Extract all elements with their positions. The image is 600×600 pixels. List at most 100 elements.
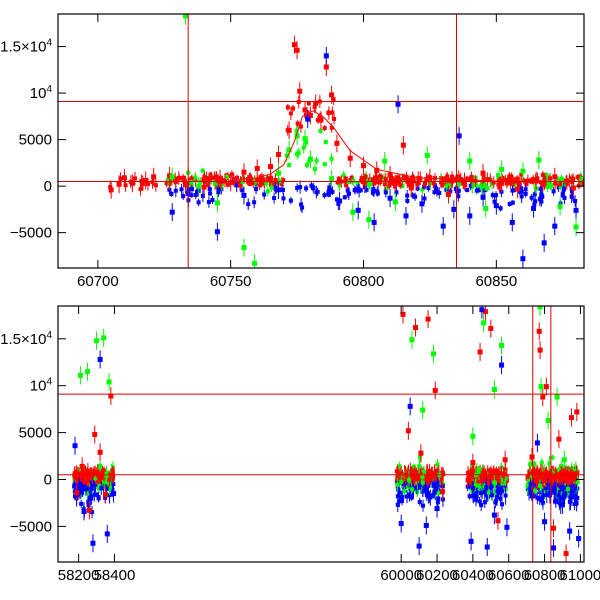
data-point-marker: [95, 483, 100, 488]
data-point-marker: [329, 125, 334, 130]
blue-data-point: [398, 521, 404, 527]
data-point-marker: [546, 488, 551, 493]
red-data-point: [294, 47, 300, 53]
data-point-marker: [304, 112, 309, 117]
red-data-point: [275, 151, 281, 157]
data-point-marker: [496, 172, 501, 177]
data-point-marker: [494, 468, 499, 473]
blue-data-point: [90, 540, 96, 546]
data-point-marker: [208, 191, 213, 196]
green-data-point: [214, 200, 220, 206]
green-data-point: [536, 157, 542, 163]
red-data-point: [425, 316, 431, 322]
red-data-point: [551, 525, 557, 531]
data-point-marker: [417, 454, 422, 459]
data-point-marker: [346, 191, 351, 196]
blue-data-point: [305, 116, 311, 122]
data-point-marker: [108, 484, 113, 489]
data-point-marker: [311, 185, 316, 190]
data-point-marker: [521, 178, 526, 183]
data-point-marker: [426, 479, 431, 484]
data-point-marker: [287, 163, 292, 168]
red-data-point: [97, 449, 103, 455]
data-point-marker: [295, 121, 300, 126]
data-point-marker: [94, 492, 99, 497]
data-point-marker: [471, 477, 476, 482]
data-point-marker: [193, 193, 198, 198]
green-data-point: [77, 372, 83, 378]
blue-data-point: [72, 443, 78, 449]
data-point-marker: [465, 176, 470, 181]
data-point-marker: [474, 494, 479, 499]
red-data-point: [116, 181, 122, 187]
data-point-marker: [98, 475, 103, 480]
green-data-point: [286, 147, 292, 153]
y-tick-label: −5000: [10, 518, 52, 535]
data-point-marker: [498, 206, 503, 211]
data-point-marker: [288, 198, 293, 203]
data-point-marker: [565, 474, 570, 479]
data-point-marker: [225, 182, 230, 187]
data-point-marker: [420, 503, 425, 508]
red-data-point: [529, 454, 535, 460]
data-point-marker: [328, 186, 333, 191]
data-point-marker: [314, 158, 319, 163]
red-data-point: [470, 460, 476, 466]
data-point-marker: [474, 188, 479, 193]
data-point-marker: [72, 471, 77, 476]
data-point-marker: [537, 197, 542, 202]
data-point-marker: [405, 198, 410, 203]
x-tick-label: 60700: [77, 273, 119, 290]
data-point-marker: [104, 471, 109, 476]
data-point-marker: [83, 485, 88, 490]
model-curve: [230, 110, 577, 182]
data-point-marker: [528, 462, 533, 467]
data-point-marker: [90, 474, 95, 479]
data-point-marker: [351, 178, 356, 183]
data-point-marker: [96, 495, 101, 500]
data-point-marker: [300, 205, 305, 210]
data-point-marker: [489, 473, 494, 478]
data-point-marker: [436, 490, 441, 495]
data-point-marker: [527, 485, 532, 490]
data-point-marker: [397, 178, 402, 183]
data-point-marker: [490, 483, 495, 488]
data-point-marker: [458, 178, 463, 183]
data-point-marker: [92, 484, 97, 489]
data-point-marker: [486, 478, 491, 483]
data-point-marker: [401, 482, 406, 487]
red-data-point: [217, 176, 223, 182]
data-point-marker: [487, 468, 492, 473]
red-data-point: [499, 180, 505, 186]
data-point-marker: [181, 175, 186, 180]
data-point-marker: [322, 126, 327, 131]
red-data-point: [102, 491, 108, 497]
data-point-marker: [186, 181, 191, 186]
data-point-marker: [423, 474, 428, 479]
red-data-point: [86, 507, 92, 513]
data-point-marker: [523, 187, 528, 192]
data-point-marker: [432, 470, 437, 475]
data-point-marker: [528, 482, 533, 487]
data-point-marker: [400, 184, 405, 189]
data-point-marker: [560, 191, 565, 196]
data-point-marker: [87, 474, 92, 479]
data-point-marker: [254, 187, 259, 192]
data-point-marker: [532, 461, 537, 466]
data-point-marker: [495, 494, 500, 499]
data-point-marker: [533, 482, 538, 487]
data-point-marker: [179, 187, 184, 192]
data-point-marker: [408, 177, 413, 182]
data-point-marker: [420, 480, 425, 485]
green-data-point: [382, 158, 388, 164]
data-point-marker: [383, 177, 388, 182]
data-point-marker: [409, 495, 414, 500]
data-point-marker: [538, 186, 543, 191]
data-point-marker: [262, 192, 267, 197]
data-point-marker: [497, 482, 502, 487]
data-point-marker: [432, 474, 437, 479]
data-point-marker: [518, 186, 523, 191]
data-point-marker: [79, 501, 84, 506]
data-point-marker: [524, 182, 529, 187]
data-point-marker: [362, 178, 367, 183]
